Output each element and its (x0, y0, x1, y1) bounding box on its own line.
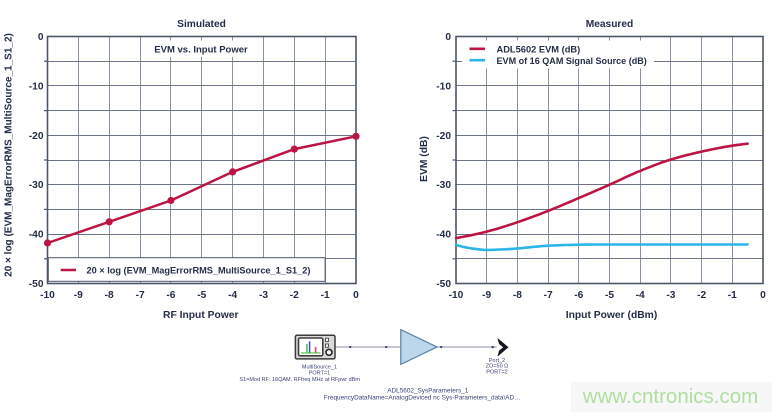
svg-text:20 × log (EVM_MagErrorRMS_Mult: 20 × log (EVM_MagErrorRMS_MultiSource_1_… (4, 33, 15, 277)
svg-text:ADL5602_SysParameters_1: ADL5602_SysParameters_1 (387, 387, 468, 394)
svg-text:Measured: Measured (586, 19, 634, 30)
svg-text:0: 0 (38, 32, 44, 43)
svg-text:EVM vs. Input Power: EVM vs. Input Power (154, 44, 248, 55)
svg-text:-4: -4 (228, 290, 237, 301)
svg-text:-10: -10 (449, 290, 464, 301)
svg-text:-10: -10 (40, 290, 55, 301)
svg-text:-40: -40 (29, 230, 44, 241)
svg-text:0: 0 (760, 290, 766, 301)
svg-text:-10: -10 (436, 81, 451, 92)
svg-text:-2: -2 (290, 290, 299, 301)
svg-text:MultiSource_1: MultiSource_1 (302, 365, 337, 371)
svg-text:-5: -5 (605, 290, 614, 301)
svg-text:-3: -3 (259, 290, 268, 301)
svg-text:-40: -40 (436, 230, 451, 241)
svg-text:PORT=2: PORT=2 (486, 369, 507, 375)
svg-text:-1: -1 (321, 290, 330, 301)
svg-text:-7: -7 (136, 290, 145, 301)
svg-text:-3: -3 (666, 290, 675, 301)
svg-text:-7: -7 (544, 290, 553, 301)
svg-text:EVM (dB): EVM (dB) (419, 136, 430, 182)
svg-text:-4: -4 (636, 290, 645, 301)
svg-text:RF Input Power: RF Input Power (163, 310, 239, 321)
svg-text:PORT=1: PORT=1 (309, 370, 330, 376)
svg-text:0: 0 (353, 290, 359, 301)
svg-text:S1=Mod RF: 16QAM, RFfreq MHz a: S1=Mod RF: 16QAM, RFfreq MHz at RFpwr dB… (239, 377, 360, 383)
svg-text:-6: -6 (574, 290, 583, 301)
svg-text:-10: -10 (29, 81, 44, 92)
svg-text:-30: -30 (29, 180, 44, 191)
svg-text:-5: -5 (197, 290, 206, 301)
svg-text:20 × log (EVM_MagErrorRMS_Mult: 20 × log (EVM_MagErrorRMS_MultiSource_1_… (87, 265, 311, 275)
svg-text:-2: -2 (697, 290, 706, 301)
svg-text:FrequencyDataName=AnalogDevice: FrequencyDataName=AnalogDeviced nc Sys-P… (324, 394, 521, 401)
svg-text:-8: -8 (513, 290, 522, 301)
svg-text:Port_2: Port_2 (489, 358, 505, 364)
svg-text:Simulated: Simulated (177, 19, 226, 30)
svg-text:-1: -1 (728, 290, 737, 301)
svg-text:www.cntronics.com: www.cntronics.com (582, 385, 758, 408)
svg-text:-9: -9 (74, 290, 83, 301)
svg-text:ZO=50 Ω: ZO=50 Ω (486, 364, 509, 370)
svg-text:-20: -20 (436, 131, 451, 142)
svg-text:-20: -20 (29, 131, 44, 142)
svg-text:Input Power (dBm): Input Power (dBm) (566, 310, 658, 321)
svg-text:-30: -30 (436, 180, 451, 191)
svg-text:-50: -50 (29, 279, 44, 290)
svg-text:0: 0 (445, 32, 451, 43)
svg-text:-9: -9 (482, 290, 491, 301)
svg-text:-50: -50 (436, 279, 451, 290)
svg-text:ADL5602 EVM (dB): ADL5602 EVM (dB) (497, 44, 581, 54)
svg-text:-6: -6 (166, 290, 175, 301)
svg-text:-8: -8 (105, 290, 114, 301)
svg-text:EVM of 16 QAM Signal Source (d: EVM of 16 QAM Signal Source (dB) (497, 56, 647, 66)
